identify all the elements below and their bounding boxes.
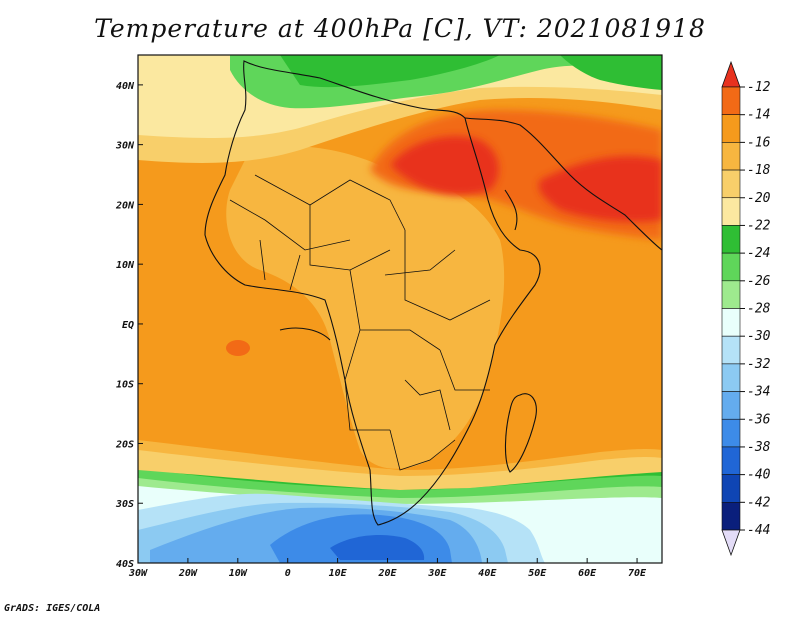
map-title: Temperature at 400hPa [C], VT: 202108191… <box>94 14 706 43</box>
colorbar-swatch <box>721 142 741 171</box>
lat-tick-label: 20S <box>115 439 134 450</box>
lon-tick-label: 60E <box>578 568 597 579</box>
map-frame <box>137 54 663 564</box>
lon-tick-label: 10W <box>229 568 248 579</box>
lat-tick-label: 10N <box>116 260 135 271</box>
colorbar-label: -36 <box>747 412 771 427</box>
colorbar-label: -22 <box>747 218 771 233</box>
colorbar-swatch <box>721 252 741 282</box>
colorbar-label: -32 <box>747 357 771 372</box>
colorbar-label: -34 <box>747 385 770 400</box>
colorbar-swatch <box>721 474 741 503</box>
colorbar-label: -42 <box>747 495 771 510</box>
colorbar-swatch <box>721 225 741 254</box>
lon-tick-label: 50E <box>528 568 547 579</box>
colorbar-label: -38 <box>747 440 771 455</box>
colorbar-label: -20 <box>747 191 771 206</box>
colorbar-swatch <box>721 86 741 115</box>
lon-tick-label: 30W <box>128 568 148 579</box>
coastlines <box>204 60 662 526</box>
colorbar-swatch <box>721 308 741 337</box>
colorbar-swatch <box>721 418 741 448</box>
lat-tick-label: 10S <box>116 380 134 391</box>
colorbar-top-arrow <box>721 60 741 88</box>
colorbar-label: -26 <box>747 274 771 289</box>
colorbar-swatch <box>721 502 741 531</box>
lon-tick-label: 20W <box>178 568 198 579</box>
lat-tick-label: 30S <box>115 499 134 510</box>
colorbar-swatch <box>721 391 741 420</box>
colorbar-swatch <box>721 169 741 199</box>
lat-tick-label: 40N <box>116 81 135 92</box>
latitude-ticks: 40N 30N 20N 10N EQ 10S 20S 30S 40S <box>115 81 143 570</box>
colorbar-label: -40 <box>747 468 771 483</box>
lon-tick-label: 70E <box>628 568 647 579</box>
colorbar-label: -44 <box>747 523 770 538</box>
lat-tick-label: 40S <box>116 559 134 570</box>
colorbar-swatch <box>721 335 741 365</box>
longitude-ticks: 30W 20W 10W 0 10E 20E 30E 40E 50E 60E 70E <box>128 558 647 579</box>
temperature-field <box>138 55 662 563</box>
lon-tick-label: 20E <box>377 568 397 579</box>
colorbar-label: -12 <box>747 80 771 95</box>
colorbar: -12 -14 -16 -18 -20 -22 -24 -26 -28 -30 -32 -34 -36 -… <box>721 60 771 557</box>
lat-tick-label: EQ <box>122 320 134 331</box>
colorbar-label: -24 <box>747 246 770 261</box>
colorbar-bottom-arrow <box>721 529 741 557</box>
colorbar-swatch <box>721 446 741 475</box>
lon-tick-label: 10E <box>329 568 348 579</box>
colorbar-swatch <box>721 114 741 143</box>
colorbar-label: -18 <box>747 163 771 178</box>
colorbar-label: -16 <box>747 135 771 150</box>
lon-tick-label: 30E <box>427 568 447 579</box>
lat-tick-label: 20N <box>115 200 135 211</box>
colorbar-label: -28 <box>747 302 771 317</box>
colorbar-label: -30 <box>747 329 771 344</box>
colorbar-swatch <box>721 280 741 309</box>
colorbar-label: -14 <box>747 108 770 123</box>
country-borders <box>229 174 491 471</box>
colorbar-swatch <box>721 363 741 392</box>
colorbar-swatch <box>721 197 741 226</box>
lat-tick-label: 30N <box>115 141 135 152</box>
grads-credit: GrADS: IGES/COLA <box>4 603 101 614</box>
lon-tick-label: 0 <box>285 568 291 579</box>
lon-tick-label: 40E <box>478 568 497 579</box>
